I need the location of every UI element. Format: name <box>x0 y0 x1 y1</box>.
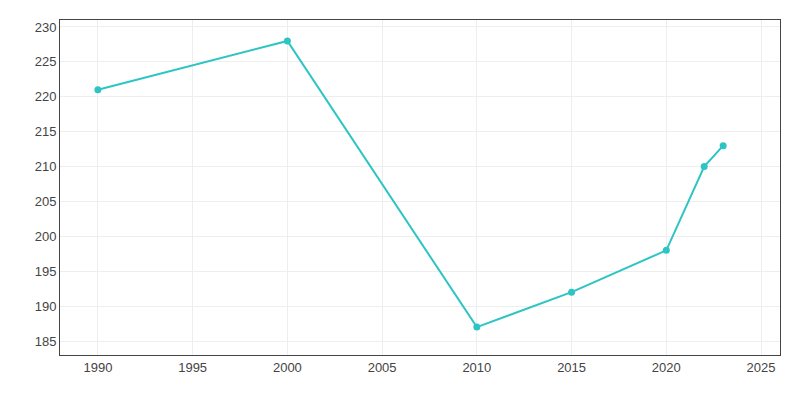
svg-text:1995: 1995 <box>178 360 207 375</box>
svg-text:1990: 1990 <box>83 360 112 375</box>
svg-text:205: 205 <box>35 194 57 209</box>
svg-text:210: 210 <box>35 159 57 174</box>
svg-text:190: 190 <box>35 299 57 314</box>
svg-text:215: 215 <box>35 124 57 139</box>
svg-text:2005: 2005 <box>368 360 397 375</box>
svg-text:2015: 2015 <box>557 360 586 375</box>
svg-text:2020: 2020 <box>652 360 681 375</box>
svg-text:195: 195 <box>35 264 57 279</box>
svg-text:200: 200 <box>35 229 57 244</box>
svg-text:2010: 2010 <box>462 360 491 375</box>
svg-text:185: 185 <box>35 334 57 349</box>
svg-text:225: 225 <box>35 54 57 69</box>
svg-text:2025: 2025 <box>747 360 776 375</box>
svg-text:220: 220 <box>35 89 57 104</box>
svg-text:230: 230 <box>35 20 57 35</box>
svg-text:2000: 2000 <box>273 360 302 375</box>
